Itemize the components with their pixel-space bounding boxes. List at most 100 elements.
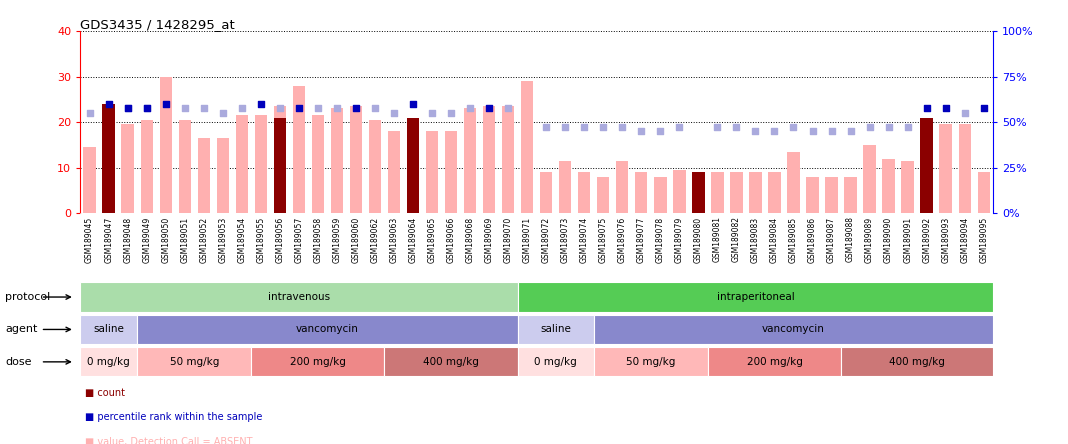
Point <box>918 105 936 112</box>
Text: GSM189062: GSM189062 <box>371 217 379 262</box>
Text: vancomycin: vancomycin <box>763 324 824 334</box>
Point <box>861 123 878 130</box>
Text: GSM189092: GSM189092 <box>922 217 931 262</box>
Text: GDS3435 / 1428295_at: GDS3435 / 1428295_at <box>80 18 235 31</box>
Text: GSM189081: GSM189081 <box>713 217 722 262</box>
Text: GSM189085: GSM189085 <box>789 217 798 262</box>
Text: vancomycin: vancomycin <box>296 324 359 334</box>
Bar <box>711 172 724 213</box>
Point <box>310 105 327 112</box>
Bar <box>198 138 210 213</box>
Bar <box>80 314 137 344</box>
Text: GSM189095: GSM189095 <box>979 217 988 263</box>
Text: saline: saline <box>540 324 571 334</box>
Bar <box>692 172 705 213</box>
Bar <box>597 177 610 213</box>
Point <box>766 128 783 135</box>
Text: GSM189083: GSM189083 <box>751 217 760 262</box>
Text: GSM189079: GSM189079 <box>675 217 684 263</box>
Text: 200 mg/kg: 200 mg/kg <box>289 357 346 367</box>
Bar <box>159 77 172 213</box>
Bar <box>594 314 993 344</box>
Text: GSM189058: GSM189058 <box>313 217 323 262</box>
Text: GSM189070: GSM189070 <box>504 217 513 263</box>
Point <box>442 110 459 117</box>
Bar <box>901 161 914 213</box>
Point <box>461 105 478 112</box>
Point <box>252 100 269 107</box>
Point <box>138 105 155 112</box>
Point <box>671 123 688 130</box>
Bar <box>137 347 251 377</box>
Text: GSM189057: GSM189057 <box>295 217 303 263</box>
Text: GSM189093: GSM189093 <box>941 217 951 263</box>
Text: dose: dose <box>5 357 32 367</box>
Bar <box>80 282 518 312</box>
Bar <box>708 347 842 377</box>
Point <box>120 105 137 112</box>
Point <box>614 123 631 130</box>
Bar <box>83 147 96 213</box>
Text: GSM189068: GSM189068 <box>466 217 474 262</box>
Point <box>785 123 802 130</box>
Point <box>537 123 554 130</box>
Bar <box>178 120 191 213</box>
Text: GSM189076: GSM189076 <box>617 217 627 263</box>
Point <box>709 123 726 130</box>
Bar <box>518 347 594 377</box>
Bar <box>635 172 647 213</box>
Bar <box>518 282 993 312</box>
Text: GSM189073: GSM189073 <box>561 217 569 263</box>
Text: GSM189072: GSM189072 <box>541 217 551 262</box>
Bar <box>692 172 705 213</box>
Bar <box>958 124 971 213</box>
Bar <box>407 118 420 213</box>
Text: GSM189063: GSM189063 <box>390 217 398 263</box>
Text: GSM189049: GSM189049 <box>142 217 152 263</box>
Text: 400 mg/kg: 400 mg/kg <box>423 357 480 367</box>
Text: protocol: protocol <box>5 292 50 302</box>
Text: GSM189045: GSM189045 <box>85 217 94 263</box>
Text: GSM189051: GSM189051 <box>180 217 189 262</box>
Point <box>632 128 649 135</box>
Bar <box>940 124 952 213</box>
Text: GSM189069: GSM189069 <box>485 217 493 263</box>
Text: GSM189053: GSM189053 <box>218 217 227 263</box>
Bar <box>254 115 267 213</box>
Text: GSM189066: GSM189066 <box>446 217 456 263</box>
Bar <box>251 347 384 377</box>
Bar <box>921 118 932 213</box>
Text: GSM189055: GSM189055 <box>256 217 265 263</box>
Bar <box>483 106 496 213</box>
Text: GSM189048: GSM189048 <box>123 217 132 262</box>
Bar <box>331 108 343 213</box>
Bar <box>806 177 819 213</box>
Bar <box>273 118 286 213</box>
Bar <box>103 104 115 213</box>
Bar <box>845 177 857 213</box>
Text: 0 mg/kg: 0 mg/kg <box>88 357 130 367</box>
Bar <box>921 122 932 213</box>
Text: GSM189075: GSM189075 <box>599 217 608 263</box>
Bar <box>842 347 993 377</box>
Bar <box>882 159 895 213</box>
Point <box>347 105 364 112</box>
Bar <box>826 177 837 213</box>
Bar <box>673 170 686 213</box>
Bar <box>426 131 438 213</box>
Text: GSM189084: GSM189084 <box>770 217 779 262</box>
Bar <box>518 314 594 344</box>
Bar <box>236 115 248 213</box>
Text: 50 mg/kg: 50 mg/kg <box>170 357 219 367</box>
Point <box>556 123 574 130</box>
Point <box>195 105 213 112</box>
Bar <box>559 161 571 213</box>
Text: GSM189089: GSM189089 <box>865 217 874 262</box>
Bar <box>540 172 552 213</box>
Bar <box>787 152 800 213</box>
Text: ■ count: ■ count <box>85 388 125 398</box>
Point <box>823 128 841 135</box>
Bar <box>502 106 515 213</box>
Point <box>81 110 98 117</box>
Text: GSM189071: GSM189071 <box>522 217 532 262</box>
